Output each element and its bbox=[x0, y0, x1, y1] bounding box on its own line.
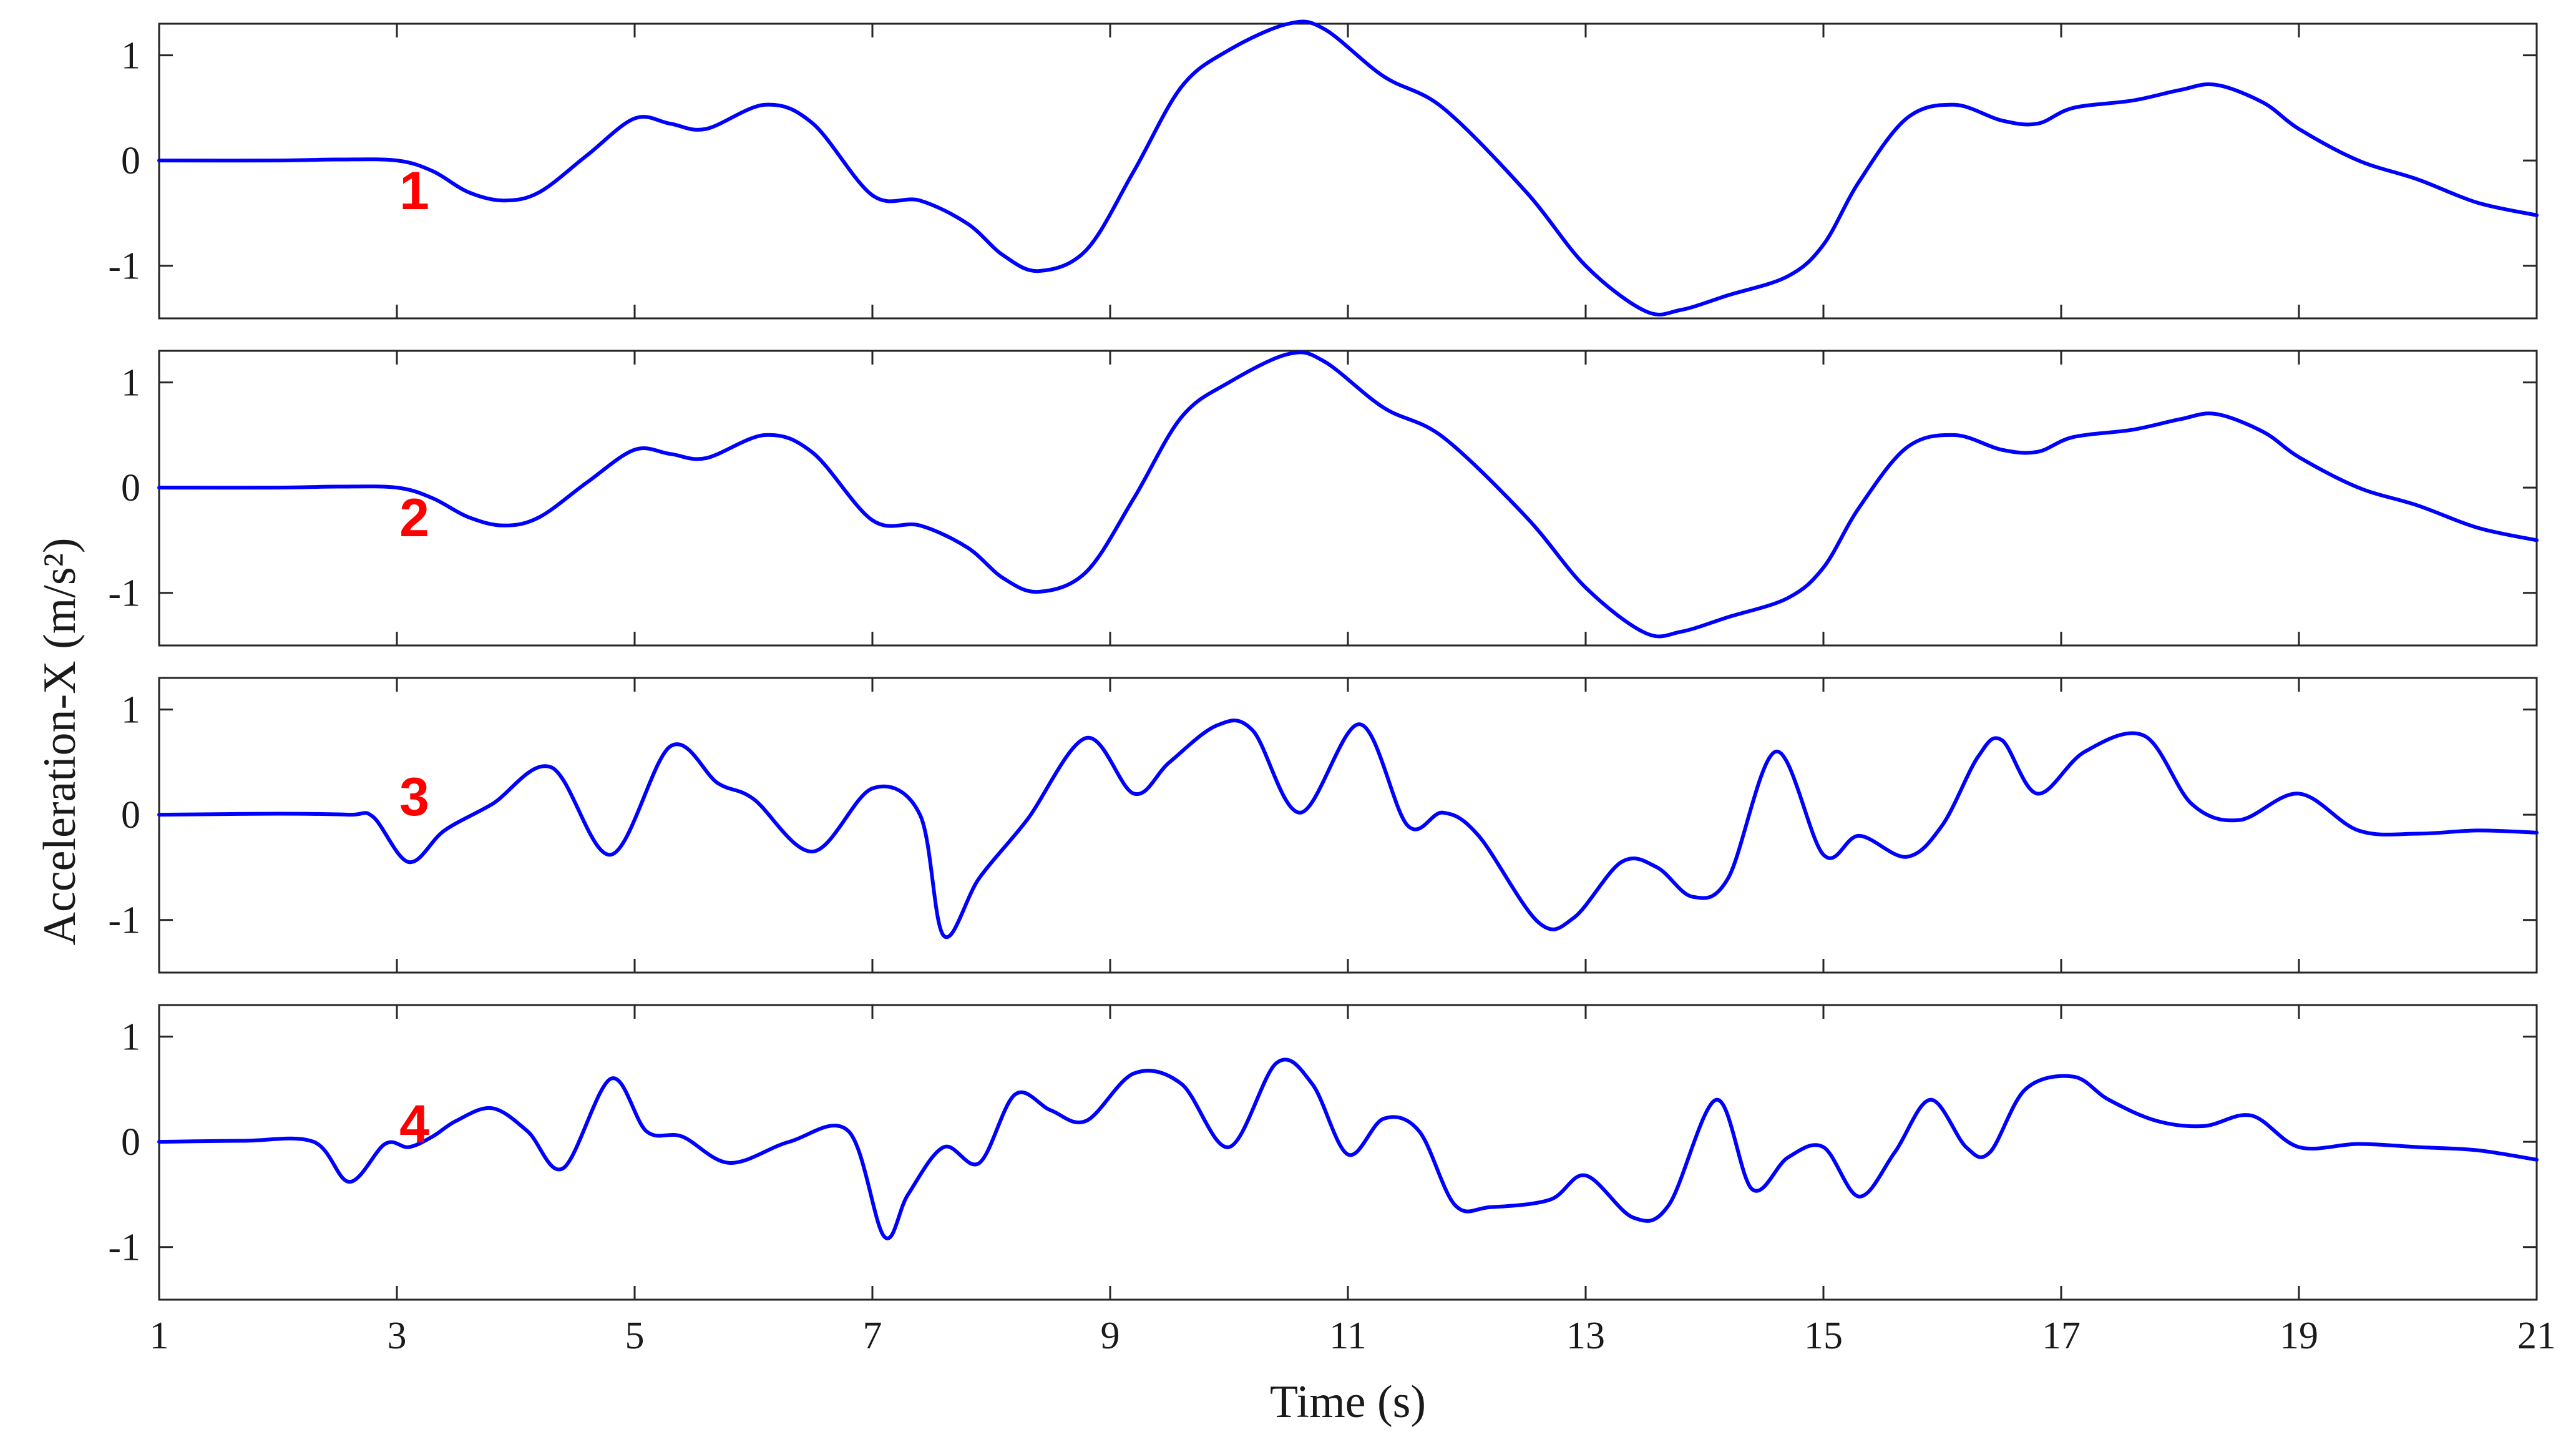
y-tick-label: 0 bbox=[121, 467, 140, 509]
acceleration-trace-2 bbox=[157, 350, 2539, 639]
panel-3: 1 0 -1 3 bbox=[108, 677, 2539, 974]
panel-4: 1 0 -1 4 bbox=[108, 1004, 2539, 1301]
x-tick-label: 9 bbox=[1101, 1315, 1120, 1357]
panel-tag-4: 4 bbox=[399, 1094, 429, 1154]
x-tick-label: 1 bbox=[150, 1315, 169, 1357]
x-tick-label: 3 bbox=[388, 1315, 407, 1357]
panel-tag-3: 3 bbox=[399, 767, 429, 827]
panel-2: 1 0 -1 2 bbox=[108, 350, 2539, 647]
x-tick-label: 7 bbox=[863, 1315, 882, 1357]
y-tick-label: 1 bbox=[121, 35, 140, 77]
y-tick-label: 1 bbox=[121, 689, 140, 732]
panel-frame bbox=[158, 350, 2538, 647]
y-axis-title: Acceleration-X (m/s²) bbox=[34, 538, 85, 946]
panel-frame bbox=[158, 677, 2538, 974]
y-tick-label: -1 bbox=[108, 900, 140, 942]
x-tick-label: 13 bbox=[1566, 1315, 1605, 1357]
y-tick-label: -1 bbox=[108, 1227, 140, 1269]
y-tick-label: 1 bbox=[121, 1016, 140, 1059]
x-tick-label: 11 bbox=[1329, 1315, 1367, 1357]
panel-tag-1: 1 bbox=[399, 161, 429, 221]
x-tick-label: 5 bbox=[625, 1315, 645, 1357]
x-tick-label: 19 bbox=[2280, 1315, 2318, 1357]
x-tick-label: 21 bbox=[2517, 1315, 2556, 1357]
y-tick-label: 0 bbox=[121, 140, 140, 182]
x-tick-labels: 1 3 5 7 9 11 13 15 17 19 21 bbox=[150, 1315, 2557, 1357]
panel-1: 1 0 -1 1 bbox=[108, 19, 2539, 320]
y-tick-label: 0 bbox=[121, 1121, 140, 1164]
x-tick-label: 15 bbox=[1804, 1315, 1843, 1357]
y-tick-label: -1 bbox=[108, 245, 140, 288]
x-tick-label: 17 bbox=[2042, 1315, 2081, 1357]
x-axis-title: Time (s) bbox=[1270, 1376, 1426, 1428]
acceleration-trace-1 bbox=[157, 19, 2539, 316]
y-tick-label: 0 bbox=[121, 794, 140, 836]
chart-panels: 1 0 -1 1 1 0 -1 2 1 0 -1 3 1 0 -1 4 bbox=[108, 19, 2539, 1301]
acceleration-trace-3 bbox=[157, 719, 2539, 939]
acceleration-trace-4 bbox=[157, 1057, 2539, 1240]
panel-frame bbox=[158, 22, 2538, 320]
panel-tag-2: 2 bbox=[399, 488, 429, 548]
y-tick-label: 1 bbox=[121, 362, 140, 405]
y-tick-label: -1 bbox=[108, 572, 140, 615]
